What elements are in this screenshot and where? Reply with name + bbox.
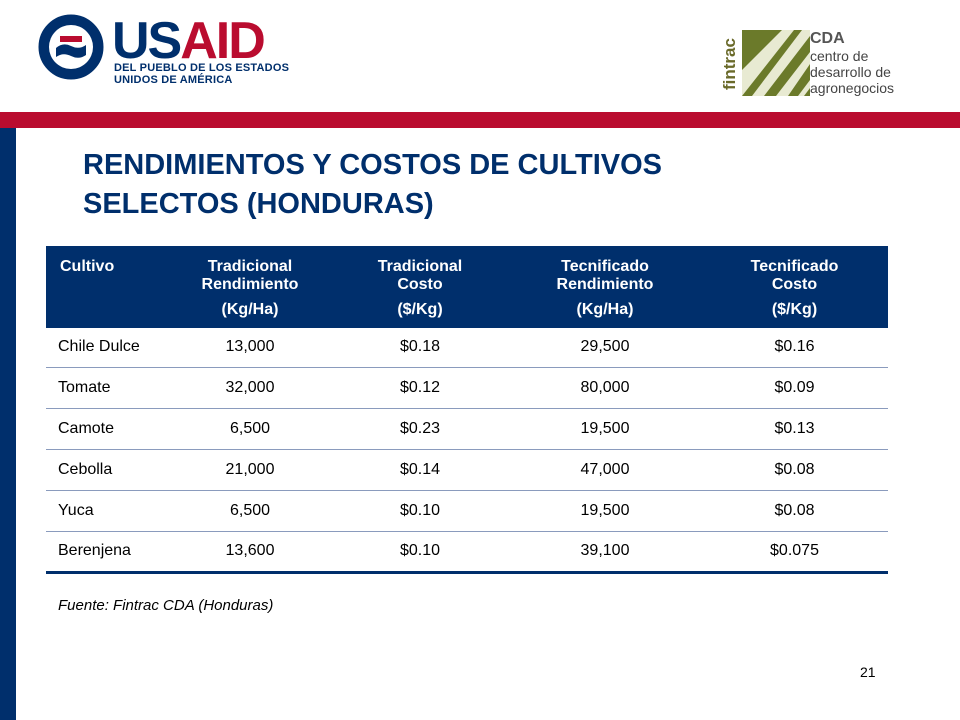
- cell-tec-costo: $0.08: [701, 449, 888, 491]
- cell-cultivo: Cebolla: [46, 449, 169, 491]
- cell-tec-rendimiento: 47,000: [509, 449, 701, 491]
- header-tradicional-costo: Tradicional Costo ($/Kg): [331, 246, 509, 328]
- cell-tec-costo: $0.08: [701, 490, 888, 532]
- table-row: Yuca 6,500 $0.10 19,500 $0.08: [46, 490, 888, 532]
- cda-line-3: agronegocios: [810, 80, 895, 96]
- fintrac-cda-logo: fintrac CDA centro de desarrollo de agro…: [720, 28, 925, 102]
- cell-tec-rendimiento: 80,000: [509, 367, 701, 409]
- header-tradicional-rendimiento: Tradicional Rendimiento (Kg/Ha): [169, 246, 331, 328]
- table-row: Cebolla 21,000 $0.14 47,000 $0.08: [46, 449, 888, 491]
- cell-tec-rendimiento: 39,100: [509, 531, 701, 574]
- cell-cultivo: Berenjena: [46, 531, 169, 574]
- red-divider-bar: [0, 112, 960, 128]
- cell-trad-rendimiento: 21,000: [169, 449, 331, 491]
- cell-tec-rendimiento: 29,500: [509, 328, 701, 368]
- cell-trad-rendimiento: 13,000: [169, 328, 331, 368]
- table-header-row: Cultivo Tradicional Rendimiento (Kg/Ha) …: [46, 246, 888, 328]
- slide-title: RENDIMIENTOS Y COSTOS DE CULTIVOS SELECT…: [83, 146, 883, 224]
- title-line-2: SELECTOS (HONDURAS): [83, 188, 434, 220]
- table-row: Camote 6,500 $0.23 19,500 $0.13: [46, 408, 888, 450]
- cell-cultivo: Yuca: [46, 490, 169, 532]
- usaid-seal-icon: [37, 13, 105, 81]
- cell-tec-costo: $0.09: [701, 367, 888, 409]
- fintrac-wordmark: fintrac: [720, 38, 739, 90]
- page-number: 21: [860, 664, 876, 680]
- cell-cultivo: Chile Dulce: [46, 328, 169, 368]
- header-tecnificado-rendimiento: Tecnificado Rendimiento (Kg/Ha): [509, 246, 701, 328]
- cell-trad-rendimiento: 6,500: [169, 408, 331, 450]
- cell-tec-costo: $0.13: [701, 408, 888, 450]
- table-row: Berenjena 13,600 $0.10 39,100 $0.075: [46, 531, 888, 574]
- cell-trad-rendimiento: 13,600: [169, 531, 331, 574]
- header-cultivo: Cultivo: [46, 246, 169, 328]
- cell-trad-costo: $0.23: [331, 408, 509, 450]
- cell-cultivo: Tomate: [46, 367, 169, 409]
- title-line-1: RENDIMIENTOS Y COSTOS DE CULTIVOS: [83, 149, 663, 181]
- table-row: Tomate 32,000 $0.12 80,000 $0.09: [46, 367, 888, 409]
- usaid-logo: USAID DEL PUEBLO DE LOS ESTADOS UNIDOS D…: [36, 12, 289, 92]
- slide-header: USAID DEL PUEBLO DE LOS ESTADOS UNIDOS D…: [0, 0, 960, 112]
- header-tecnificado-costo: Tecnificado Costo ($/Kg): [701, 246, 888, 328]
- crop-yield-cost-table: Cultivo Tradicional Rendimiento (Kg/Ha) …: [46, 246, 888, 574]
- cell-trad-costo: $0.10: [331, 531, 509, 574]
- cell-trad-costo: $0.10: [331, 490, 509, 532]
- table-row: Chile Dulce 13,000 $0.18 29,500 $0.16: [46, 328, 888, 368]
- cda-text-block: CDA centro de desarrollo de agronegocios: [810, 30, 930, 96]
- cell-tec-costo: $0.16: [701, 328, 888, 368]
- cell-tec-rendimiento: 19,500: [509, 490, 701, 532]
- crop-field-icon: [742, 30, 810, 96]
- cell-trad-rendimiento: 32,000: [169, 367, 331, 409]
- cda-line-2: desarrollo de: [810, 64, 891, 80]
- blue-side-bar: [0, 128, 16, 720]
- source-note: Fuente: Fintrac CDA (Honduras): [58, 597, 274, 614]
- cell-trad-costo: $0.12: [331, 367, 509, 409]
- cda-line-1: centro de: [810, 48, 869, 64]
- cell-trad-rendimiento: 6,500: [169, 490, 331, 532]
- cell-trad-costo: $0.14: [331, 449, 509, 491]
- cell-tec-costo: $0.075: [701, 531, 888, 574]
- usaid-tagline: DEL PUEBLO DE LOS ESTADOS UNIDOS DE AMÉR…: [114, 62, 290, 86]
- cda-abbreviation: CDA: [810, 30, 845, 47]
- cell-cultivo: Camote: [46, 408, 169, 450]
- usaid-wordmark: USAID: [112, 12, 266, 70]
- cell-trad-costo: $0.18: [331, 328, 509, 368]
- cell-tec-rendimiento: 19,500: [509, 408, 701, 450]
